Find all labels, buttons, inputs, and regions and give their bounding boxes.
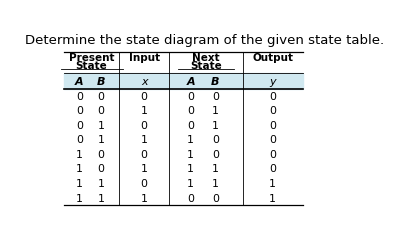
Text: 1: 1 [141, 106, 148, 116]
Text: 1: 1 [212, 106, 219, 116]
Text: 1: 1 [97, 178, 104, 188]
Text: 0: 0 [141, 91, 148, 101]
Text: 0: 0 [141, 149, 148, 159]
Text: 0: 0 [97, 164, 105, 174]
Text: 0: 0 [269, 91, 276, 101]
Text: 1: 1 [187, 178, 194, 188]
Text: 0: 0 [212, 135, 219, 145]
Text: Next: Next [192, 53, 220, 63]
Text: State: State [76, 61, 107, 71]
Text: 1: 1 [212, 164, 219, 174]
Text: 1: 1 [187, 135, 194, 145]
Text: 1: 1 [212, 178, 219, 188]
Text: 0: 0 [269, 106, 276, 116]
Text: x: x [141, 76, 148, 86]
Text: Present: Present [69, 53, 115, 63]
Text: Input: Input [128, 53, 160, 63]
Bar [64, 73, 303, 89]
Text: 0: 0 [212, 149, 219, 159]
Text: 0: 0 [187, 91, 194, 101]
Text: A: A [75, 76, 83, 86]
Text: Output: Output [253, 53, 294, 63]
Text: 1: 1 [212, 120, 219, 130]
Text: B: B [211, 76, 219, 86]
Text: 0: 0 [76, 135, 83, 145]
Text: 1: 1 [269, 193, 276, 203]
Text: B: B [97, 76, 105, 86]
Text: 1: 1 [269, 178, 276, 188]
Text: y: y [269, 76, 276, 86]
Text: 1: 1 [76, 149, 83, 159]
Text: 1: 1 [141, 193, 148, 203]
Text: Determine the state diagram of the given state table.: Determine the state diagram of the given… [25, 34, 384, 46]
Text: 0: 0 [141, 178, 148, 188]
Text: 1: 1 [141, 164, 148, 174]
Text: A: A [186, 76, 195, 86]
Text: 0: 0 [269, 164, 276, 174]
Text: State: State [190, 61, 222, 71]
Text: 1: 1 [97, 193, 104, 203]
Text: 0: 0 [269, 120, 276, 130]
Text: 0: 0 [269, 149, 276, 159]
Text: 0: 0 [212, 193, 219, 203]
Text: 1: 1 [97, 120, 104, 130]
Text: 0: 0 [97, 91, 105, 101]
Text: 0: 0 [76, 120, 83, 130]
Text: 1: 1 [141, 135, 148, 145]
Text: 0: 0 [76, 106, 83, 116]
Text: 1: 1 [97, 135, 104, 145]
Text: 0: 0 [187, 120, 194, 130]
Text: 1: 1 [187, 164, 194, 174]
Text: 0: 0 [97, 149, 105, 159]
Text: 0: 0 [141, 120, 148, 130]
Text: 1: 1 [76, 164, 83, 174]
Text: 1: 1 [187, 149, 194, 159]
Text: 0: 0 [212, 91, 219, 101]
Text: 0: 0 [76, 91, 83, 101]
Text: 0: 0 [187, 106, 194, 116]
Text: 0: 0 [187, 193, 194, 203]
Text: 0: 0 [97, 106, 105, 116]
Text: 0: 0 [269, 135, 276, 145]
Text: 1: 1 [76, 178, 83, 188]
Text: 1: 1 [76, 193, 83, 203]
